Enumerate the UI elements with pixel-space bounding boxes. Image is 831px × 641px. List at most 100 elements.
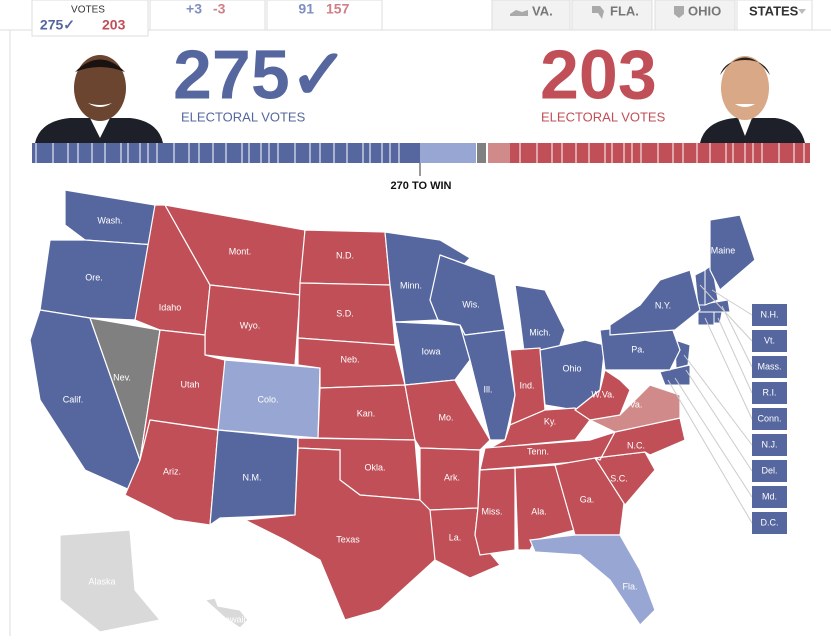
state[interactable] [709, 214, 756, 291]
tab[interactable] [149, 0, 266, 31]
small-state-box[interactable] [752, 304, 787, 326]
tab-value: +3 [186, 1, 202, 17]
vote-bar [32, 143, 810, 163]
state-label: N.D. [336, 250, 354, 260]
state-label: Okla. [364, 462, 385, 472]
small-state-box[interactable] [752, 330, 787, 352]
leader-line [704, 317, 753, 420]
tab[interactable] [736, 0, 813, 31]
state-label: Wis. [462, 299, 480, 309]
state-label: Pa. [631, 344, 645, 354]
tab-label: VOTES [71, 5, 105, 16]
romney-votes: 203 [540, 35, 657, 113]
leader-line [717, 317, 753, 394]
state-label: Ore. [85, 272, 103, 282]
small-state-shape [659, 364, 691, 386]
state-label: Ind. [519, 380, 534, 390]
state-label: Wyo. [240, 320, 260, 330]
small-state-box[interactable] [752, 512, 787, 534]
small-state-box[interactable] [752, 434, 787, 456]
state-label: Ala. [531, 506, 547, 516]
tab-label: STATES [749, 3, 799, 18]
state-label: Alaska [88, 576, 115, 586]
state-label: La. [449, 532, 462, 542]
small-state-label: D.C. [761, 517, 779, 527]
state-label: Ill. [484, 384, 493, 394]
state-label: Wash. [97, 215, 122, 225]
state[interactable] [204, 284, 301, 366]
state-label: W.Va. [591, 389, 614, 399]
leader-line [685, 369, 753, 472]
state-label: Hawaii [218, 614, 245, 624]
small-state-box[interactable] [752, 486, 787, 508]
tab-label: OHIO [688, 3, 721, 18]
state[interactable] [609, 269, 701, 336]
state-label: Ky. [544, 416, 556, 426]
state-label: S.C. [610, 473, 628, 483]
bar-segment [420, 143, 476, 163]
small-state-label: Del. [761, 465, 777, 475]
obama-votes: 275✓ [173, 35, 348, 113]
state-label: Texas [336, 534, 360, 544]
state[interactable] [459, 324, 516, 441]
state-label: Miss. [482, 506, 503, 516]
state[interactable] [203, 597, 249, 629]
state-label: Tenn. [527, 446, 549, 456]
tab[interactable] [654, 0, 736, 31]
tab-value: 157 [326, 1, 350, 17]
small-state-box[interactable] [752, 460, 787, 482]
tab-label: VA. [532, 3, 553, 18]
small-state-shape [713, 311, 723, 324]
leader-line [721, 305, 753, 368]
small-state-label: Md. [762, 491, 777, 501]
leader-line [711, 289, 753, 316]
leader-line [674, 377, 753, 498]
state[interactable] [429, 254, 506, 336]
state-label: Maine [711, 245, 736, 255]
state[interactable] [209, 429, 299, 527]
state-label: Ohio [562, 363, 581, 373]
tab-value: -3 [213, 1, 226, 17]
leader-line [667, 379, 753, 524]
threshold-label: 270 TO WIN [391, 180, 452, 192]
tab[interactable] [266, 0, 383, 31]
small-state-box[interactable] [752, 356, 787, 378]
state[interactable] [573, 369, 631, 421]
tab[interactable] [31, 0, 149, 37]
tab-value: 203 [102, 17, 126, 33]
state-label: Va. [630, 399, 643, 409]
state-label: N.Y. [655, 300, 671, 310]
small-state-box[interactable] [752, 408, 787, 430]
state[interactable] [529, 534, 656, 626]
state-label: Ariz. [163, 466, 181, 476]
state-label: Minn. [400, 280, 422, 290]
bar-segment [488, 143, 510, 163]
state[interactable] [59, 529, 162, 633]
tab[interactable] [491, 0, 571, 31]
state-label: N.C. [627, 440, 645, 450]
romney-photo [700, 56, 805, 143]
state-label: Ga. [580, 494, 595, 504]
state[interactable] [242, 447, 436, 621]
state-label: S.D. [336, 308, 354, 318]
state-label: Ark. [444, 472, 460, 482]
state-label: Utah [180, 379, 199, 389]
small-state-label: Vt. [764, 335, 775, 345]
small-state-label: Conn. [757, 413, 781, 423]
map: Wash. Ore. Calif. Nev. Idaho Mont. Wyo. Utah Col… [29, 189, 787, 633]
state-label: Mont. [229, 246, 252, 256]
tab[interactable] [571, 0, 653, 31]
tab-value: 91 [298, 1, 314, 17]
state-label: Fla. [622, 581, 637, 591]
small-state-box[interactable] [752, 382, 787, 404]
state-label: Calif. [63, 394, 84, 404]
state-label: Mo. [438, 412, 453, 422]
state-label: Iowa [421, 346, 440, 356]
state-label: Idaho [159, 302, 182, 312]
small-state-label: N.H. [761, 309, 779, 319]
leader-line [683, 354, 753, 446]
state-label: N.M. [243, 472, 262, 482]
obama-photo [35, 55, 163, 143]
